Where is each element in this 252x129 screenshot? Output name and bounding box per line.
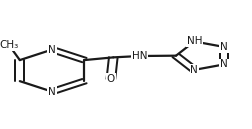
Text: N: N: [219, 42, 227, 52]
Text: N: N: [190, 65, 197, 75]
Text: HN: HN: [132, 51, 147, 61]
Text: CH₃: CH₃: [0, 40, 19, 50]
Text: N: N: [219, 59, 227, 69]
Text: NH: NH: [186, 37, 201, 46]
Text: N: N: [48, 87, 56, 97]
Text: N: N: [48, 45, 56, 55]
Text: O: O: [106, 74, 115, 84]
